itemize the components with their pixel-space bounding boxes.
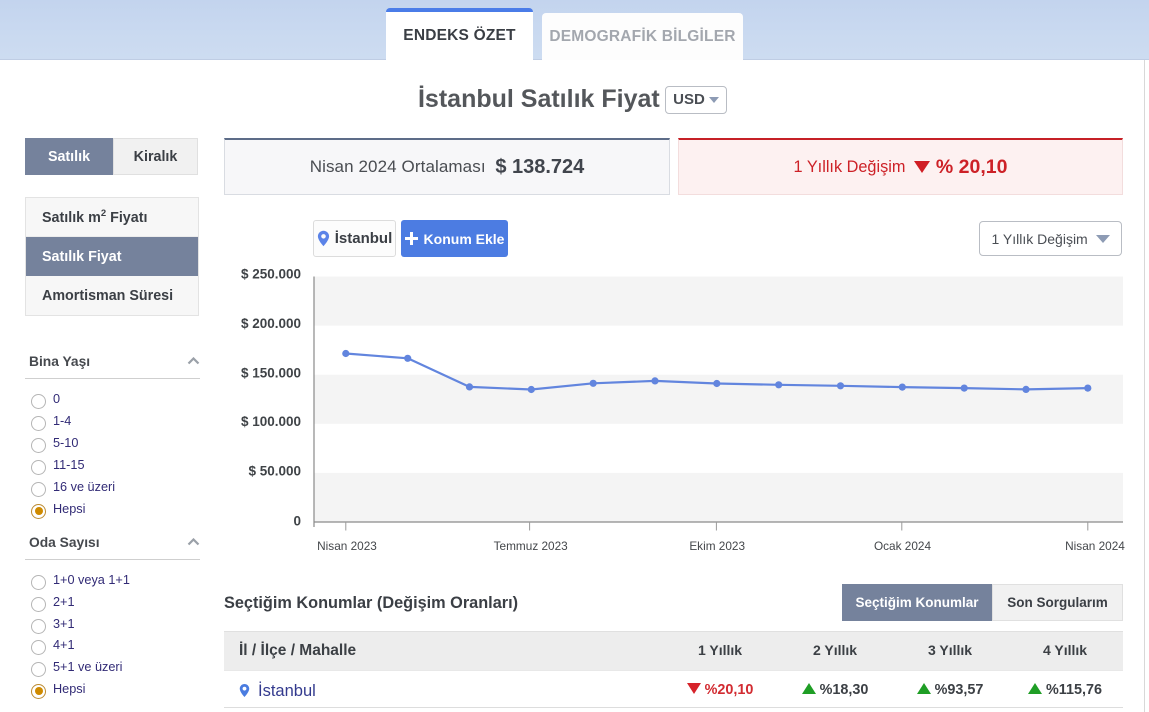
svg-text:0: 0 <box>293 514 301 529</box>
svg-text:Ekim 2023: Ekim 2023 <box>689 539 745 553</box>
svg-text:$ 200.000: $ 200.000 <box>241 316 301 331</box>
svg-text:$ 150.000: $ 150.000 <box>241 365 301 380</box>
svg-text:Nisan 2024: Nisan 2024 <box>1065 539 1125 553</box>
svg-text:Temmuz 2023: Temmuz 2023 <box>494 539 569 553</box>
svg-text:$ 50.000: $ 50.000 <box>248 463 301 478</box>
svg-text:Ocak 2024: Ocak 2024 <box>874 539 931 553</box>
svg-text:$ 100.000: $ 100.000 <box>241 414 301 429</box>
svg-text:$ 250.000: $ 250.000 <box>241 266 301 281</box>
svg-text:Nisan 2023: Nisan 2023 <box>317 539 377 553</box>
